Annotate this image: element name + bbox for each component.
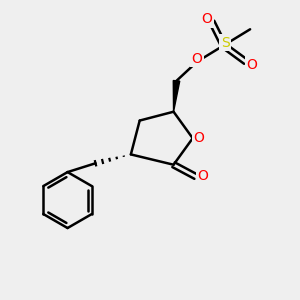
Text: S: S [221,35,230,50]
Text: O: O [247,58,258,72]
Text: O: O [194,131,205,145]
Text: O: O [198,169,208,184]
Text: O: O [192,52,203,66]
Text: O: O [201,12,212,26]
Polygon shape [173,80,180,112]
